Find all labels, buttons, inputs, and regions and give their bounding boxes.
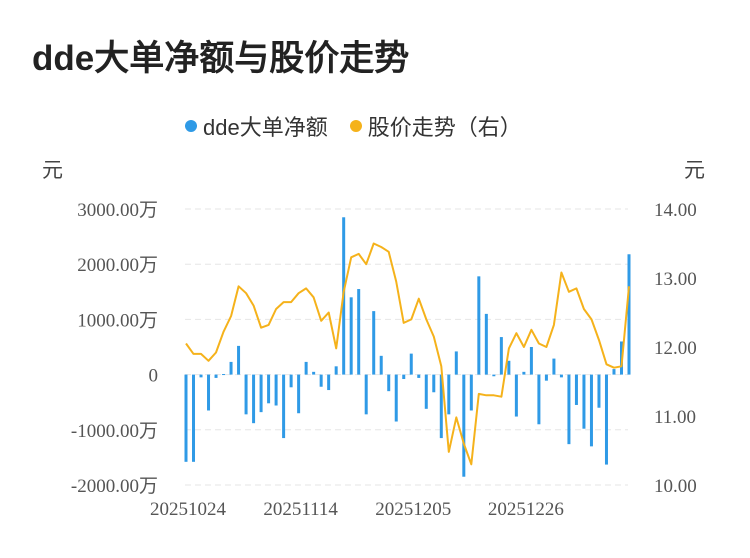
bar — [574, 374, 578, 405]
bar — [184, 374, 188, 462]
bar — [387, 374, 391, 392]
price-line — [185, 242, 630, 466]
chart-title: dde大单净额与股价走势 — [32, 39, 410, 78]
x-tick-label: 20251226 — [488, 499, 564, 520]
legend-label-dde: dde大单净额 — [203, 115, 328, 140]
bar — [207, 374, 211, 411]
x-tick-label: 20251114 — [263, 499, 338, 520]
bar — [267, 374, 271, 404]
bar — [222, 374, 226, 376]
left-tick-label: 1000.00万 — [77, 310, 158, 331]
bar — [229, 361, 233, 375]
bar — [567, 374, 571, 445]
x-tick-label: 20251024 — [150, 499, 227, 520]
bar — [589, 374, 593, 447]
bar — [439, 374, 443, 439]
x-axis: 20251024 20251114 20251205 20251226 — [150, 499, 564, 520]
bar — [289, 374, 293, 388]
bar — [372, 311, 376, 375]
left-axis-unit: 元 — [42, 159, 63, 182]
gridlines — [185, 208, 628, 486]
bar — [447, 374, 451, 415]
bar — [304, 361, 308, 375]
bar — [432, 374, 436, 393]
bar — [514, 374, 518, 417]
bar — [349, 297, 353, 375]
bar — [237, 345, 241, 375]
bar — [529, 347, 533, 375]
bar — [492, 374, 496, 377]
right-tick-label: 10.00 — [654, 476, 697, 497]
right-axis: 14.00 13.00 12.00 11.00 10.00 — [654, 200, 697, 497]
bar — [327, 374, 331, 391]
legend-marker-price — [349, 120, 362, 132]
legend: dde大单净额 股价走势（右） — [185, 110, 544, 142]
bar — [402, 374, 406, 380]
bar — [319, 374, 323, 387]
legend-marker-dde — [185, 120, 197, 132]
left-tick-label: -1000.00万 — [71, 421, 158, 442]
bar — [192, 374, 196, 462]
bar — [357, 289, 361, 375]
bar — [507, 360, 511, 375]
left-axis: 3000.00万 2000.00万 1000.00万 0 -1000.00万 -2000.… — [71, 200, 158, 497]
bar — [627, 254, 631, 375]
bar — [379, 355, 383, 375]
bar-series — [184, 217, 631, 477]
bar — [364, 374, 368, 415]
bar — [282, 374, 286, 439]
right-tick-label: 14.00 — [654, 200, 697, 221]
bar — [484, 313, 488, 375]
bar — [612, 369, 616, 375]
bar — [334, 366, 338, 375]
bar — [477, 276, 481, 375]
left-tick-label: -2000.00万 — [71, 476, 158, 497]
right-axis-unit: 元 — [684, 159, 705, 182]
left-tick-label: 2000.00万 — [77, 255, 158, 276]
bar — [252, 374, 256, 424]
bar — [454, 351, 458, 375]
bar — [214, 374, 218, 378]
bar — [582, 374, 586, 429]
bar — [297, 374, 301, 414]
right-tick-label: 13.00 — [654, 269, 697, 290]
bar — [522, 371, 526, 375]
bar — [274, 374, 278, 406]
x-tick-label: 20251205 — [375, 499, 451, 520]
bar — [499, 337, 503, 375]
legend-label-price: 股价走势（右） — [367, 115, 522, 140]
bar — [469, 374, 473, 411]
bar — [244, 374, 248, 415]
legend-item-price[interactable]: 股价走势（右） — [349, 110, 522, 142]
bar — [559, 374, 563, 378]
left-tick-label: 3000.00万 — [77, 200, 158, 221]
bar — [417, 374, 421, 378]
bar — [409, 353, 413, 375]
bar — [259, 374, 263, 413]
legend-item-dde[interactable]: dde大单净额 — [185, 110, 328, 142]
bar — [199, 374, 203, 378]
bar — [537, 374, 541, 425]
bar — [597, 374, 601, 408]
left-tick-label: 0 — [149, 366, 159, 387]
bar — [424, 374, 428, 409]
right-tick-label: 12.00 — [654, 338, 697, 359]
bar — [544, 374, 548, 381]
bar — [312, 371, 316, 375]
right-tick-label: 11.00 — [654, 407, 696, 428]
line-series — [185, 242, 630, 466]
bar — [462, 374, 466, 477]
bar — [604, 374, 608, 465]
bar — [552, 358, 556, 375]
bar — [394, 374, 398, 422]
